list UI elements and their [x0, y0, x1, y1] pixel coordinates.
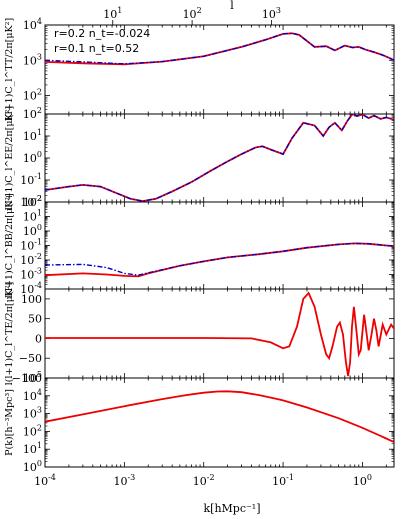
y-tick-label: 104	[23, 388, 42, 403]
top-axis-tick-labels: 101 102 103	[103, 6, 281, 25]
series-line-1	[45, 242, 394, 276]
y-tick-label: 0	[35, 332, 42, 345]
y-tick-label: 10-3	[20, 267, 42, 282]
y-tick-label: 100	[23, 459, 42, 474]
x-axis-label: k[hMpc⁻¹]	[203, 502, 260, 515]
top-axis-tick-label: 103	[262, 6, 281, 21]
y-axis-label: P(k)[h⁻³Mpc³]	[4, 389, 15, 456]
series-line-0	[45, 390, 394, 443]
y-tick-label: 100	[23, 150, 42, 165]
x-tick-label: 10-1	[272, 473, 294, 488]
series-line-0	[45, 114, 394, 202]
y-tick-label: 50	[28, 313, 42, 326]
panels: 102103104l(l+1)C_l^TT/2π[μK²]10-210-1100…	[4, 17, 395, 474]
y-tick-label: 101	[23, 441, 42, 456]
legend-entry-0: r=0.2 n_t=-0.024	[54, 27, 150, 40]
legend: r=0.2 n_t=-0.024 r=0.1 n_t=0.52	[54, 27, 150, 55]
y-tick-label: 103	[23, 406, 42, 421]
y-tick-label: 103	[23, 52, 42, 67]
series-line-0	[45, 242, 394, 278]
series-line-1	[45, 114, 394, 202]
x-tick-label: 100	[353, 473, 372, 488]
panel-frame	[44, 113, 395, 203]
x-tick-label: 10-4	[34, 473, 56, 488]
y-tick-label: 100	[23, 223, 42, 238]
y-axis-label: l(l+1)C_l^TT/2π[μK²]	[4, 18, 15, 121]
series-line-1	[45, 32, 394, 65]
y-tick-label: 102	[23, 194, 42, 209]
y-tick-label: 100	[21, 293, 42, 306]
legend-entry-1: r=0.1 n_t=0.52	[54, 42, 139, 55]
panel-frame	[44, 201, 395, 290]
y-axis-label: l(l+1)C_l^BB/2π[μK²]	[4, 193, 15, 297]
y-axis-label: l(l+1)C_l^EE/2π[μK²]	[4, 106, 15, 210]
top-axis-tick-label: 102	[183, 6, 202, 21]
y-tick-label: −50	[19, 352, 42, 365]
top-axis-label: l	[230, 0, 234, 12]
panel-frame	[44, 377, 395, 468]
y-tick-label: −100	[12, 372, 42, 385]
x-axis-tick-labels: 10-4 10-3 10-2 10-1 100	[34, 473, 372, 488]
x-tick-label: 10-2	[193, 473, 215, 488]
top-axis-tick-label: 101	[103, 6, 122, 21]
y-tick-label: 10-1	[20, 172, 42, 187]
series-line-0	[45, 291, 394, 377]
x-tick-label: 10-3	[113, 473, 135, 488]
y-tick-label: 10-1	[20, 238, 42, 253]
y-tick-label: 10-2	[20, 252, 42, 267]
panel-2: 10-410-310-210-1100101102l(l+1)C_l^BB/2π…	[4, 193, 395, 298]
y-axis-label: l(l+1)C_l^TE/2π[μK²]	[4, 282, 15, 386]
y-tick-label: 101	[23, 209, 42, 224]
y-tick-label: 101	[23, 128, 42, 143]
panel-frame	[44, 288, 395, 379]
y-tick-label: 102	[23, 106, 42, 121]
y-tick-label: 104	[23, 17, 42, 32]
y-tick-label: 102	[23, 423, 42, 438]
y-tick-label: 102	[23, 88, 42, 103]
panel-3: −100 −50 0 50 100 l(l+1)C_l^TE/2π[μK²]	[4, 282, 395, 386]
